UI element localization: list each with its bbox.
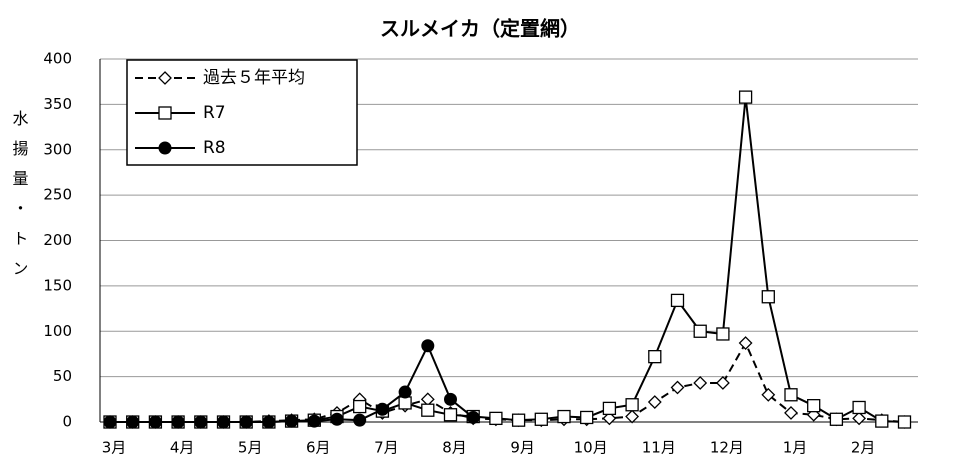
x-tick-label: 11月 <box>642 439 676 457</box>
x-tick-label: 9月 <box>510 439 535 457</box>
marker <box>262 415 276 429</box>
marker <box>421 339 435 353</box>
marker <box>670 293 685 308</box>
marker <box>693 376 708 390</box>
x-tick-label: 6月 <box>306 439 331 457</box>
x-tick-label: 7月 <box>374 439 399 457</box>
legend-marker <box>158 71 172 85</box>
marker <box>670 380 685 395</box>
marker <box>807 399 821 413</box>
marker <box>580 410 594 425</box>
marker <box>444 392 457 406</box>
marker <box>511 413 526 427</box>
x-tick-label: 3月 <box>102 439 127 457</box>
marker <box>761 387 776 402</box>
legend-marker <box>158 106 172 120</box>
x-tick-label: 1月 <box>783 439 808 457</box>
marker <box>398 385 412 399</box>
marker <box>625 398 639 412</box>
marker <box>897 415 912 429</box>
marker <box>353 399 367 414</box>
x-tick-label: 4月 <box>170 439 195 457</box>
marker <box>466 410 480 424</box>
marker <box>103 415 117 429</box>
y-tick-label: 350 <box>43 95 72 113</box>
marker <box>420 392 435 407</box>
y-tick-label: 100 <box>43 322 72 340</box>
marker <box>738 336 753 350</box>
legend-label: R7 <box>203 103 226 123</box>
marker <box>194 415 208 429</box>
marker <box>285 414 299 428</box>
series-line <box>110 343 474 423</box>
marker <box>716 327 730 341</box>
marker <box>398 396 412 410</box>
marker <box>534 412 548 426</box>
marker <box>784 406 798 420</box>
marker <box>852 400 866 415</box>
marker <box>353 413 367 427</box>
y-tick-label: 300 <box>43 140 72 158</box>
marker <box>307 414 321 428</box>
chart-title: スルメイカ（定置網） <box>380 17 580 41</box>
marker <box>852 411 867 426</box>
x-tick-label: 8月 <box>442 439 467 457</box>
marker <box>171 415 185 429</box>
x-tick-label: 12月 <box>710 439 744 457</box>
marker <box>489 411 503 426</box>
x-tick-label: 10月 <box>574 439 608 457</box>
x-tick-label: 5月 <box>238 439 263 457</box>
marker <box>239 415 253 429</box>
marker <box>148 415 162 429</box>
marker <box>875 414 889 428</box>
marker <box>715 376 730 390</box>
y-tick-label: 50 <box>53 367 72 385</box>
marker <box>761 290 775 304</box>
legend-label: 過去５年平均 <box>203 68 305 88</box>
y-axis-label: 水揚量・トン <box>10 110 29 290</box>
marker <box>217 415 230 429</box>
marker <box>784 388 798 402</box>
x-tick-label: 2月 <box>851 439 876 457</box>
marker <box>421 403 435 417</box>
legend-marker <box>158 141 172 155</box>
y-tick-label: 200 <box>43 231 72 249</box>
y-tick-label: 150 <box>43 276 72 294</box>
marker <box>625 409 640 424</box>
marker <box>602 411 617 426</box>
series-line <box>110 340 905 423</box>
marker <box>443 408 458 422</box>
marker <box>375 402 389 416</box>
marker <box>829 412 844 426</box>
marker <box>126 415 140 429</box>
marker <box>738 90 753 104</box>
marker <box>557 409 571 424</box>
marker <box>693 324 707 338</box>
marker <box>648 350 662 364</box>
marker <box>647 395 662 409</box>
y-tick-label: 400 <box>43 50 72 68</box>
y-tick-label: 250 <box>43 186 72 204</box>
marker <box>602 401 617 416</box>
y-tick-label: 0 <box>62 413 72 431</box>
marker <box>330 412 344 426</box>
legend-label: R8 <box>203 138 226 158</box>
